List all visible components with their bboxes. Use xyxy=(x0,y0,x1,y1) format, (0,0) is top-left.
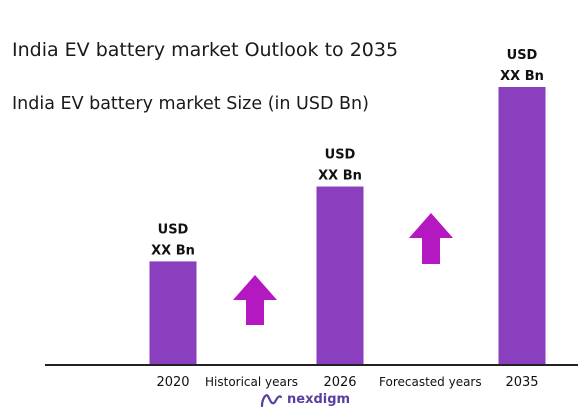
up-arrow-icon xyxy=(409,213,453,264)
x-tick-label: 2020 xyxy=(156,375,189,390)
x-tick-label: 2026 xyxy=(323,375,356,390)
x-tick-label: 2035 xyxy=(505,375,538,390)
brand-logo: nexdigm xyxy=(260,392,350,408)
bar-value-label: USD xyxy=(507,48,538,63)
annotation-historical-years: Historical years xyxy=(205,375,298,389)
annotation-forecasted-years: Forecasted years xyxy=(379,375,482,389)
nexdigm-logo-icon xyxy=(260,394,283,408)
bar-2035 xyxy=(498,87,546,364)
brand-name: nexdigm xyxy=(287,392,350,407)
bar-value-label: USD xyxy=(158,222,189,237)
bar-value-label: XX Bn xyxy=(318,169,362,184)
bar-value-label: USD xyxy=(325,148,356,163)
up-arrow-icon xyxy=(233,275,277,325)
bar-value-label: XX Bn xyxy=(500,69,544,84)
bar-2026 xyxy=(316,186,364,364)
bar-2020 xyxy=(149,261,197,364)
chart-subtitle: India EV battery market Size (in USD Bn) xyxy=(12,94,369,114)
ticks-layer: 2020 2026 2035 xyxy=(156,375,538,390)
bars-layer: USD XX Bn USD XX Bn USD XX Bn xyxy=(149,48,546,364)
bar-value-label: XX Bn xyxy=(151,243,195,258)
chart-title: India EV battery market Outlook to 2035 xyxy=(12,39,398,61)
arrows-layer xyxy=(233,213,453,325)
